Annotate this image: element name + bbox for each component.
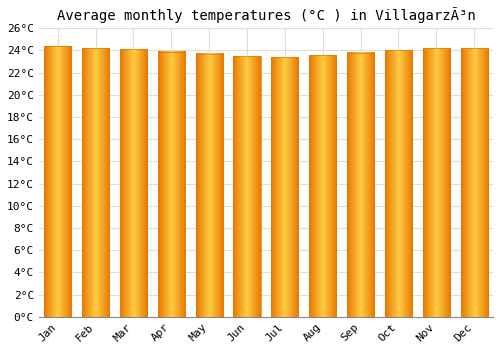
Title: Average monthly temperatures (°C ) in VillagarzÃ³n: Average monthly temperatures (°C ) in Vi…	[56, 7, 476, 23]
